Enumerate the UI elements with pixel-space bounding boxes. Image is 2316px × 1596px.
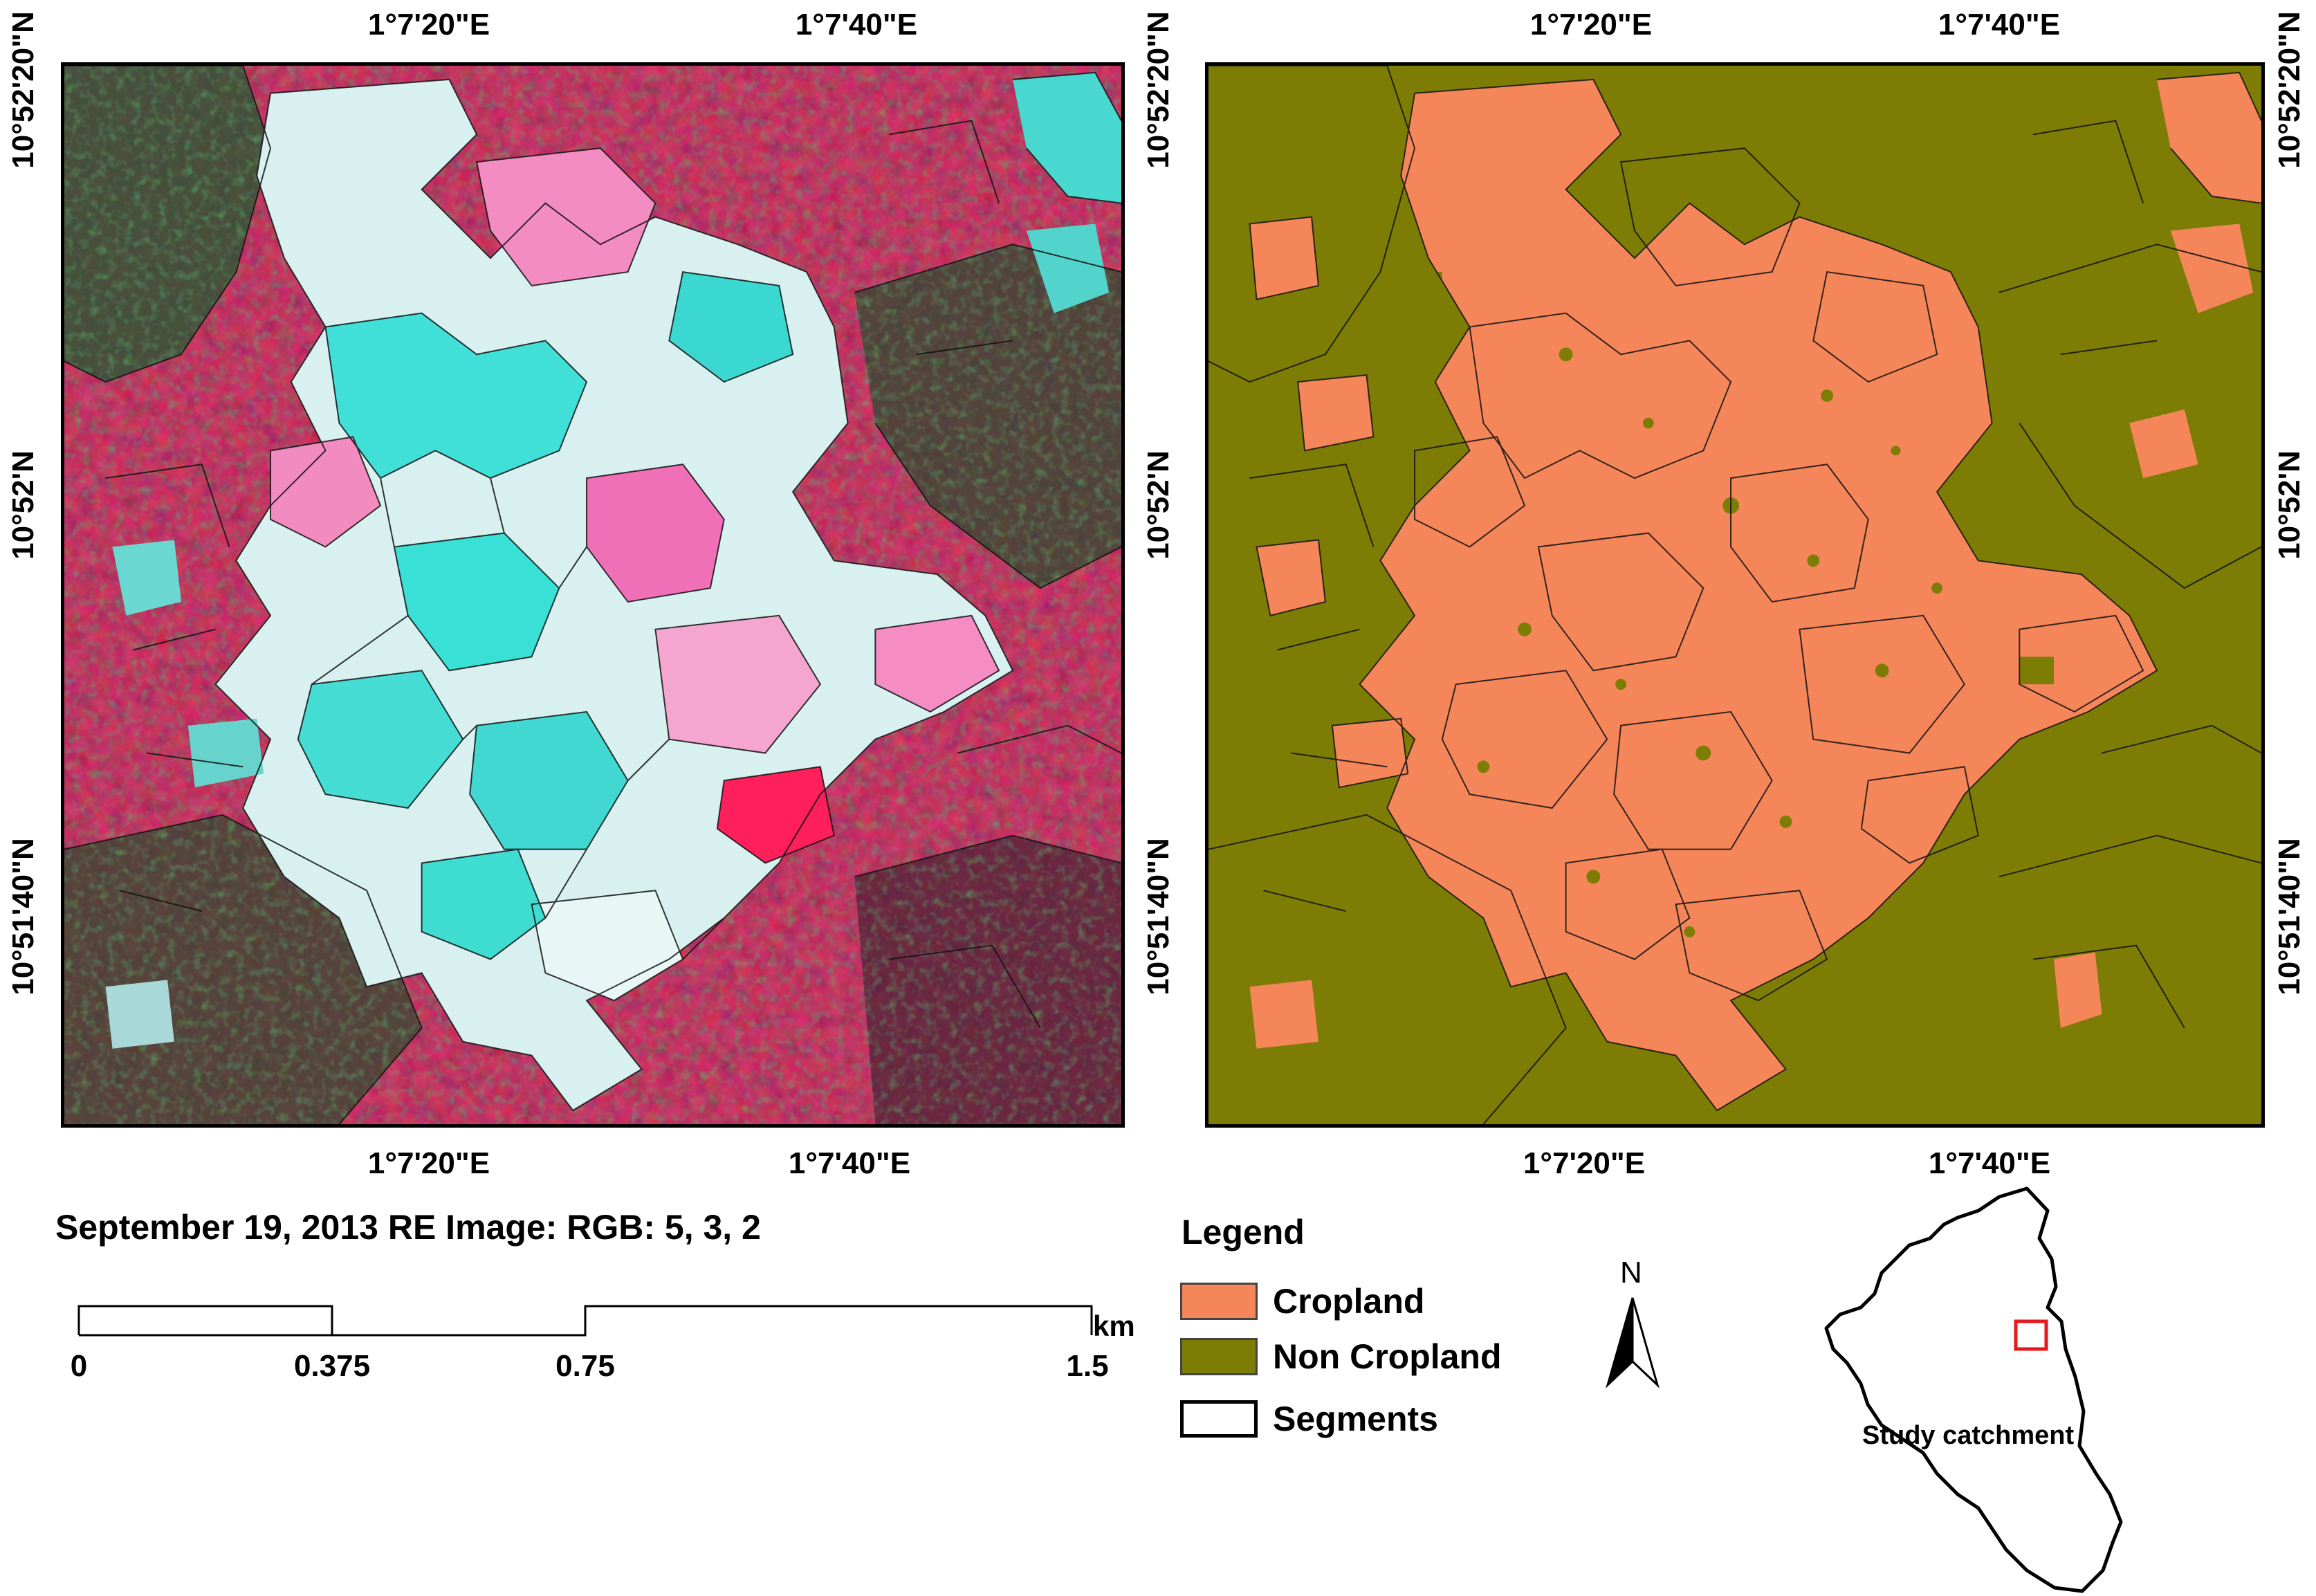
scale-label-15: 1.5 (1066, 1349, 1109, 1383)
right-bottom-tick-1: 1°7'20"E (1523, 1146, 1646, 1180)
left-bottom-tick-1: 1°7'20"E (367, 1146, 490, 1180)
left-bottom-tick-2: 1°7'40"E (788, 1146, 911, 1180)
right-bottom-tick-2: 1°7'40"E (1928, 1146, 2051, 1180)
legend-item-segments: Segments (1180, 1399, 1438, 1439)
legend-label-cropland: Cropland (1273, 1282, 1425, 1321)
legend-item-cropland: Cropland (1180, 1281, 1424, 1321)
right-lat-tick-3: 10°51'40"N (2272, 838, 2306, 996)
classification-svg (1208, 66, 2261, 1124)
catchment-outline (1824, 1186, 2123, 1593)
left-lat-tick-1: 10°52'20"N (6, 11, 40, 169)
study-catchment-inset (1824, 1186, 2123, 1593)
cropland-areas (1249, 72, 2261, 1111)
non-cropland-speckles (1415, 272, 2054, 937)
left-lat-tick-2: 10°52'N (6, 450, 40, 560)
north-arrow-icon (1606, 1297, 1660, 1388)
north-arrow-label: N (1620, 1256, 1642, 1290)
scale-unit: km (1093, 1310, 1135, 1342)
scale-label-0: 0 (70, 1349, 88, 1383)
left-right-lat-tick-1: 10°52'20"N (1141, 11, 1175, 169)
legend-label-non-cropland: Non Cropland (1273, 1337, 1502, 1376)
scale-bar (77, 1305, 1093, 1337)
left-top-tick-2: 1°7'40"E (795, 8, 918, 42)
image-caption: September 19, 2013 RE Image: RGB: 5, 3, … (55, 1208, 761, 1247)
segment-lines-left (64, 66, 1121, 1124)
legend-title: Legend (1182, 1213, 1305, 1251)
non-cropland-swatch (1180, 1338, 1258, 1375)
satellite-image-svg (64, 66, 1121, 1124)
left-right-lat-tick-2: 10°52'N (1141, 450, 1175, 560)
right-lat-tick-1: 10°52'20"N (2272, 11, 2306, 169)
right-lat-tick-2: 10°52'N (2272, 450, 2306, 560)
segments-swatch (1180, 1400, 1258, 1438)
left-top-tick-1: 1°7'20"E (367, 8, 490, 42)
study-area-marker (2014, 1319, 2048, 1351)
satellite-image-map (61, 62, 1125, 1128)
right-top-tick-1: 1°7'20"E (1529, 8, 1653, 42)
scale-label-0375: 0.375 (293, 1349, 371, 1383)
scale-label-075: 0.75 (555, 1349, 615, 1383)
inset-label: Study catchment (1862, 1421, 2075, 1450)
segment-lines-right (1208, 66, 2261, 1124)
cropland-swatch (1180, 1283, 1258, 1320)
classification-map (1205, 62, 2265, 1128)
bright-field-patches (215, 79, 1013, 1111)
right-top-tick-2: 1°7'40"E (1938, 8, 2061, 42)
legend-label-segments: Segments (1273, 1400, 1438, 1438)
left-right-lat-tick-3: 10°51'40"N (1141, 838, 1175, 996)
left-lat-tick-3: 10°51'40"N (6, 838, 40, 996)
legend-item-non-cropland: Non Cropland (1180, 1337, 1502, 1377)
